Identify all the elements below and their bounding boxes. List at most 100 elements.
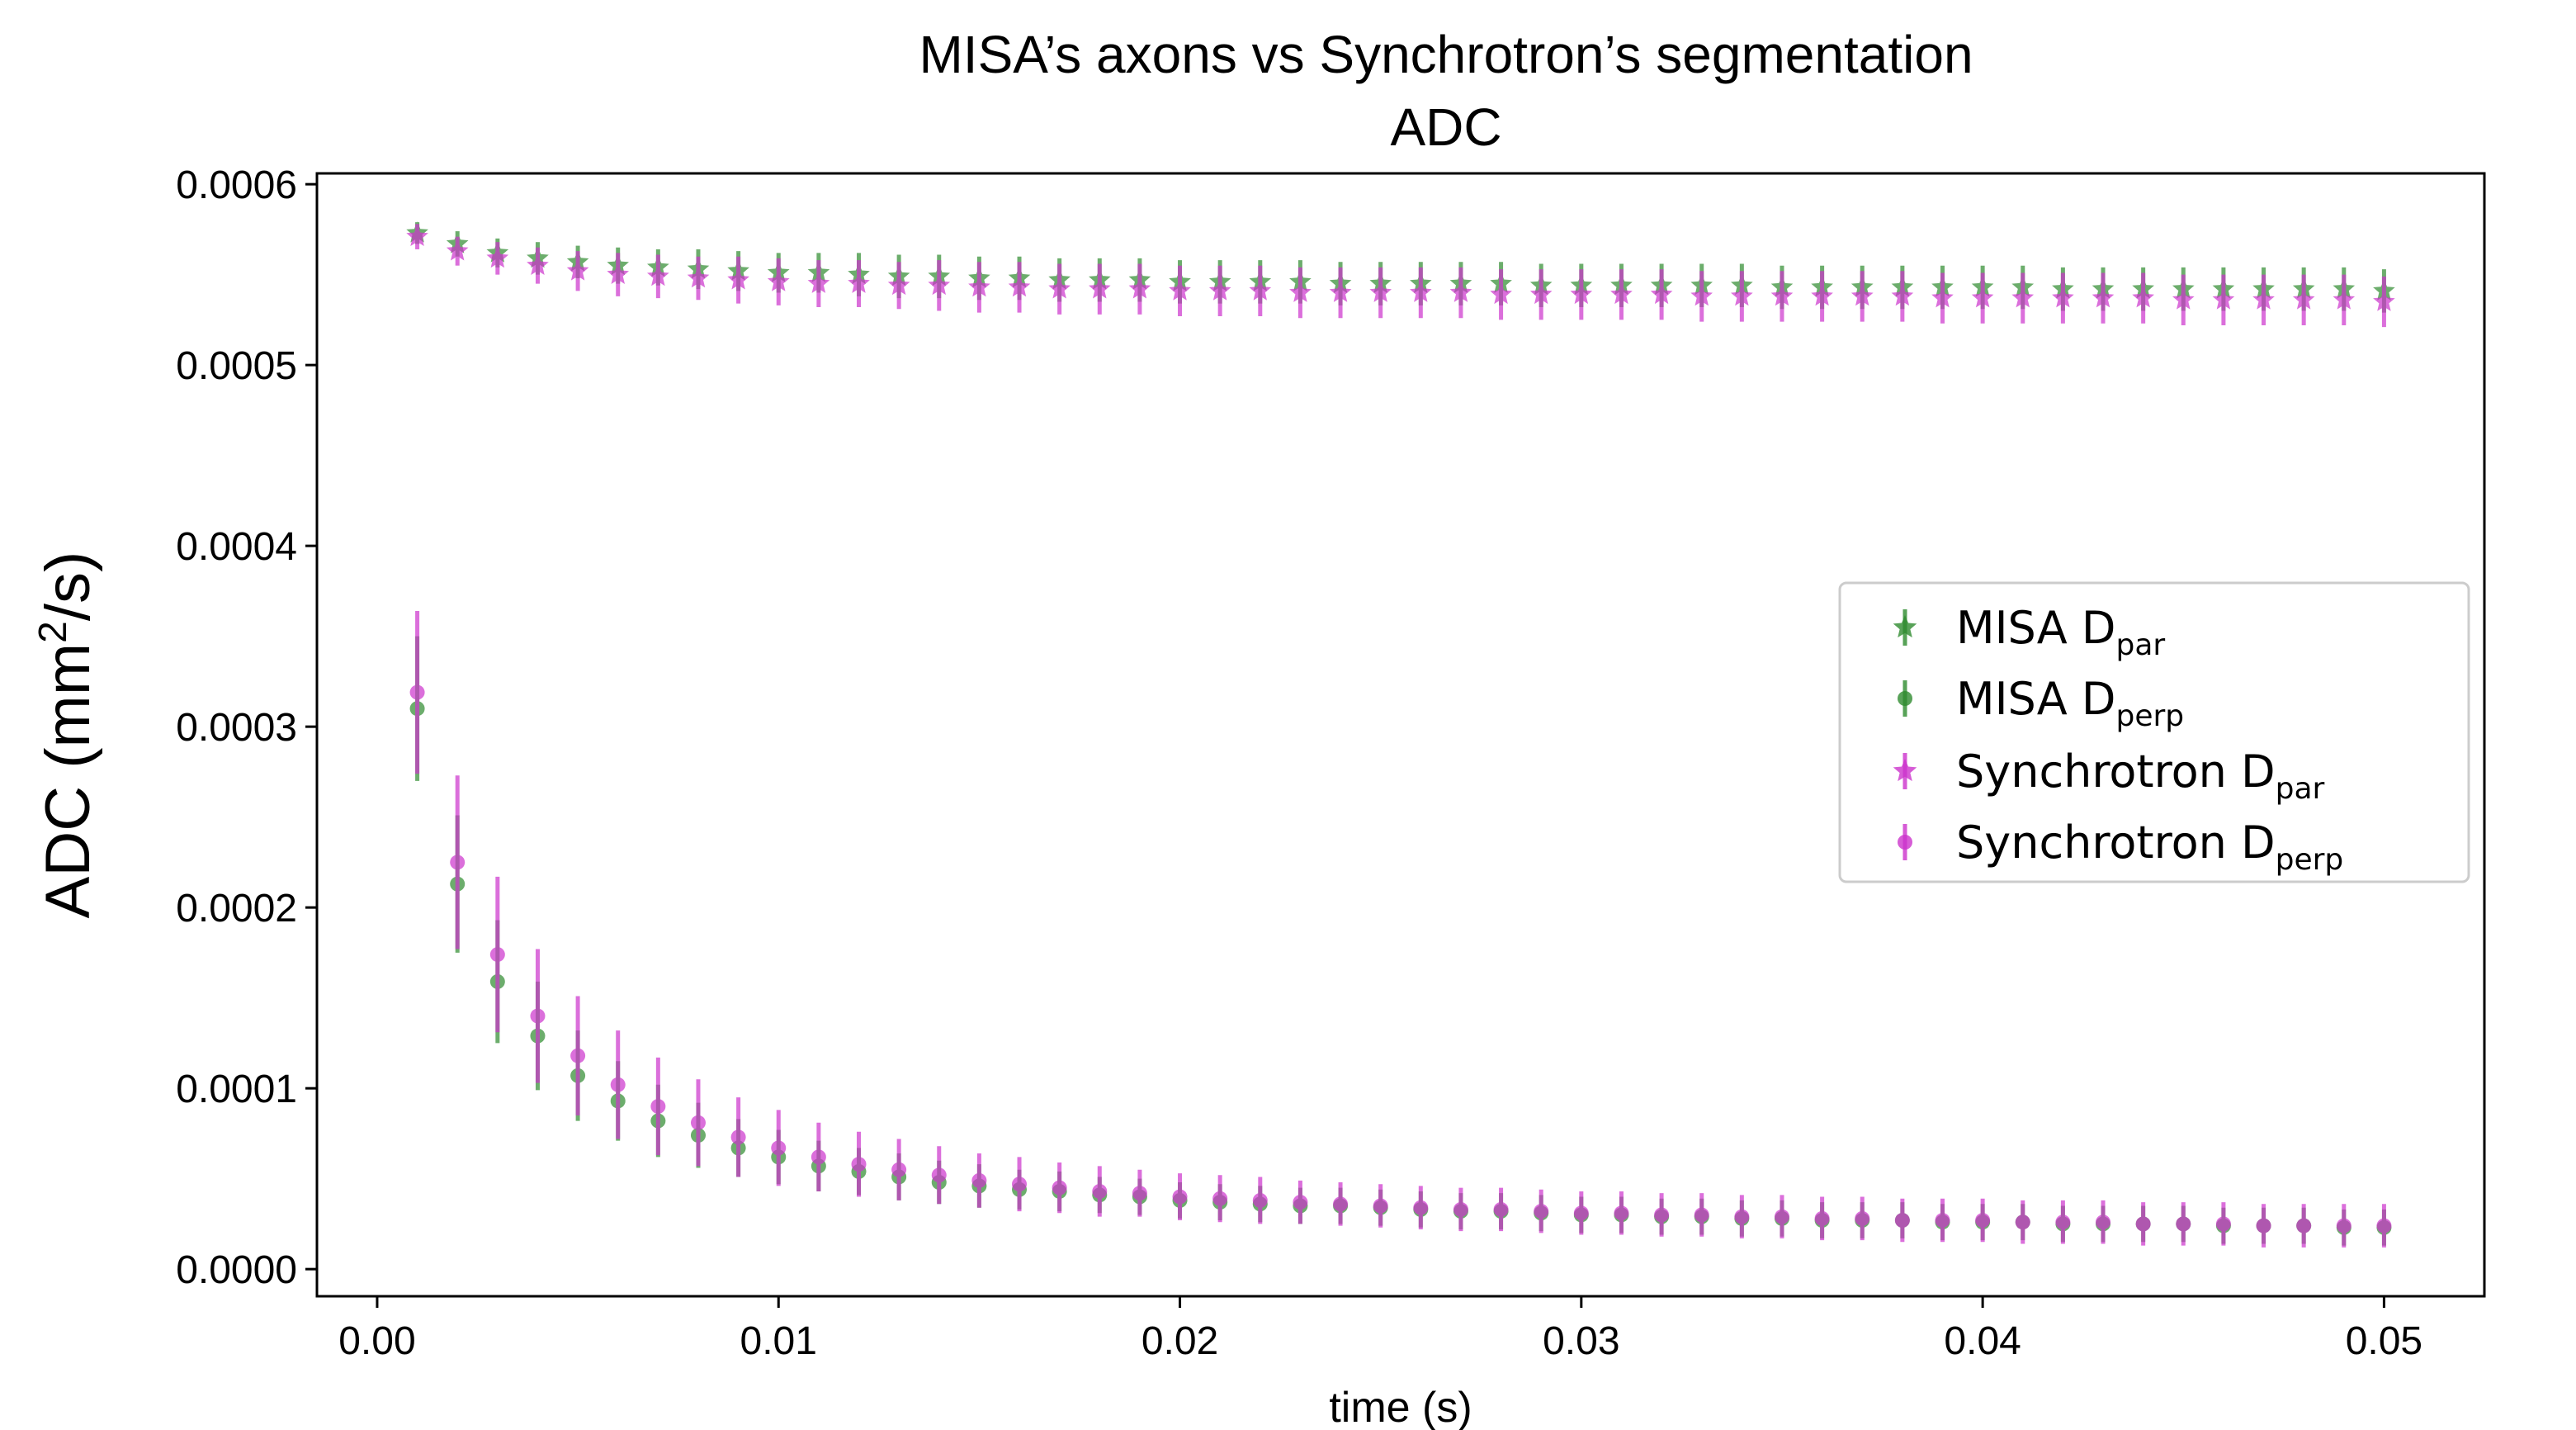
legend-label: MISA Dperp xyxy=(1956,673,2184,733)
data-point xyxy=(1814,1210,1830,1226)
data-point xyxy=(566,259,589,281)
legend-label: Synchrotron Dpar xyxy=(1956,746,2325,806)
data-point xyxy=(1811,284,1833,306)
data-point xyxy=(2296,1218,2312,1233)
data-point xyxy=(2256,1218,2271,1233)
data-point xyxy=(2176,1216,2191,1232)
legend-label: MISA Dpar xyxy=(1956,602,2165,662)
data-point xyxy=(409,684,425,700)
data-point xyxy=(1012,1177,1028,1192)
y-tick-label: 0.0006 xyxy=(176,163,297,207)
data-point xyxy=(1208,279,1231,301)
x-tick-label: 0.04 xyxy=(1944,1319,2021,1363)
data-point xyxy=(771,1140,787,1156)
x-tick-label: 0.02 xyxy=(1141,1319,1218,1363)
data-point xyxy=(610,1077,626,1092)
data-point xyxy=(807,272,830,293)
data-point xyxy=(1614,1205,1629,1221)
data-point xyxy=(1770,284,1794,306)
data-point xyxy=(1894,1213,1910,1229)
data-point xyxy=(1734,1209,1750,1224)
data-point xyxy=(931,1167,947,1183)
data-point xyxy=(2135,1216,2151,1232)
data-point xyxy=(767,270,790,291)
data-point xyxy=(1048,277,1071,299)
data-point xyxy=(2055,1215,2071,1230)
data-point xyxy=(1774,1209,1789,1224)
data-point xyxy=(1731,284,1753,306)
data-point xyxy=(1490,282,1512,305)
data-point xyxy=(727,268,749,290)
data-point xyxy=(1092,1183,1108,1199)
data-point xyxy=(570,1048,586,1063)
legend-marker xyxy=(1893,759,1917,782)
data-point xyxy=(1975,1213,1991,1229)
data-point xyxy=(2172,288,2195,310)
data-point xyxy=(1694,1207,1709,1223)
y-tick-label: 0.0005 xyxy=(176,344,297,388)
plot-frame xyxy=(315,172,2486,1298)
data-point xyxy=(1573,1205,1589,1221)
x-tick-label: 0.01 xyxy=(740,1319,817,1363)
data-point xyxy=(1891,284,1914,306)
data-point xyxy=(1650,282,1673,305)
y-tick-label: 0.0000 xyxy=(176,1248,297,1292)
data-point xyxy=(1529,282,1553,305)
data-point xyxy=(730,1129,746,1145)
data-point xyxy=(811,1149,826,1165)
chart-title: MISA’s axons vs Synchrotron’s segmentati… xyxy=(919,25,1973,84)
data-point xyxy=(530,1008,546,1024)
data-point xyxy=(1008,276,1031,297)
data-point xyxy=(1212,1191,1228,1206)
data-point xyxy=(1449,281,1472,302)
data-point xyxy=(1971,286,1994,308)
data-point xyxy=(1493,1201,1509,1217)
legend-box xyxy=(1838,581,2470,883)
data-point xyxy=(1169,279,1191,301)
data-point xyxy=(1128,277,1151,299)
data-point xyxy=(2096,1215,2111,1230)
data-point xyxy=(2092,286,2115,308)
data-point xyxy=(968,276,990,297)
data-point xyxy=(1252,1192,1268,1208)
data-point xyxy=(1293,1195,1308,1210)
data-point xyxy=(1132,1186,1147,1201)
data-point xyxy=(2333,288,2356,310)
data-point xyxy=(928,273,951,296)
data-point xyxy=(527,253,549,275)
y-axis-label: ADC (mm2/s) xyxy=(31,552,103,919)
legend-label: Synchrotron Dperp xyxy=(1956,817,2343,877)
data-point xyxy=(1931,286,1954,308)
data-point xyxy=(848,272,870,293)
chart-subtitle: ADC xyxy=(1390,97,1501,157)
y-tick-label: 0.0002 xyxy=(176,887,297,930)
legend-marker xyxy=(1893,615,1917,638)
legend-marker xyxy=(1898,691,1912,706)
data-point xyxy=(887,273,910,296)
data-point xyxy=(851,1157,867,1172)
data-point xyxy=(2212,288,2235,310)
data-point xyxy=(1453,1201,1468,1217)
data-point xyxy=(1369,281,1392,302)
data-point xyxy=(1329,281,1352,302)
y-tick-label: 0.0004 xyxy=(176,525,297,569)
x-tick-label: 0.05 xyxy=(2346,1319,2422,1363)
y-tick-label: 0.0001 xyxy=(176,1068,297,1111)
data-point xyxy=(1249,279,1272,301)
data-point xyxy=(1850,284,1874,306)
data-point xyxy=(1534,1204,1549,1219)
data-point xyxy=(2011,286,2035,308)
data-point xyxy=(446,239,469,261)
y-tick-label: 0.0003 xyxy=(176,706,297,750)
series-3 xyxy=(409,610,2392,1248)
data-point xyxy=(2336,1218,2351,1233)
data-point xyxy=(1373,1198,1388,1214)
data-point xyxy=(2252,288,2275,310)
data-marks xyxy=(406,221,2395,1248)
data-point xyxy=(687,267,710,288)
data-point xyxy=(2132,286,2154,308)
data-point xyxy=(1052,1180,1067,1196)
data-point xyxy=(406,225,428,246)
data-point xyxy=(2373,290,2395,311)
